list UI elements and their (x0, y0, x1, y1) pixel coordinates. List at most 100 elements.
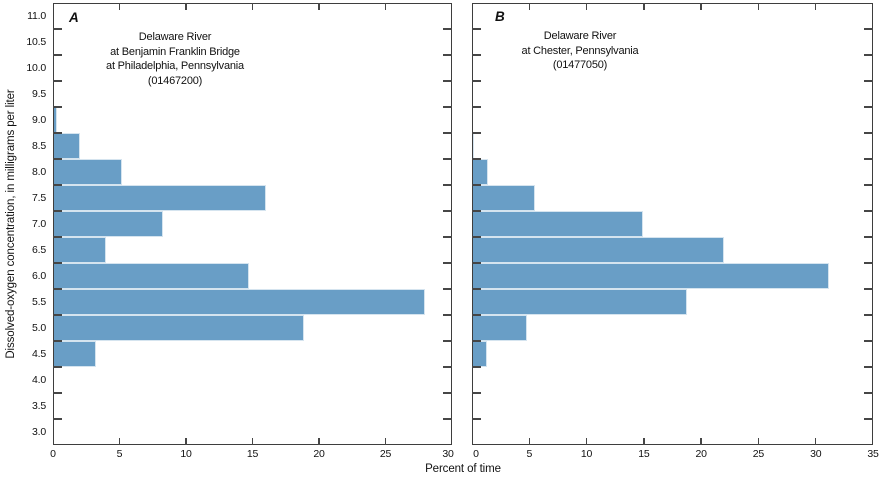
y-tick-7.75 (472, 184, 481, 186)
y-tick-10.25 (443, 54, 452, 56)
y-tick-10.75 (864, 28, 873, 30)
x-tick-10 (585, 3, 588, 10)
bar-a-5.0 (53, 315, 305, 341)
x-tick-label-20: 20 (695, 448, 707, 460)
y-tick-6.25 (53, 262, 62, 264)
y-tick-10.75 (443, 28, 452, 30)
y-tick-label-3.0: 3.0 (32, 426, 46, 438)
bar-b-7.5 (472, 185, 535, 211)
x-tick-label-0: 0 (50, 448, 56, 460)
y-tick-label-7.0: 7.0 (32, 218, 46, 230)
y-tick-5.75 (53, 288, 62, 290)
y-tick-5.25 (472, 314, 481, 316)
y-tick-9.25 (53, 106, 62, 108)
y-tick-9.75 (864, 80, 873, 82)
x-tick-25 (757, 3, 760, 10)
y-tick-6.25 (864, 262, 873, 264)
x-tick-label-30: 30 (442, 448, 454, 460)
y-tick-3.25 (472, 418, 481, 420)
y-tick-5.25 (53, 314, 62, 316)
bar-b-5.5 (472, 289, 688, 315)
x-tick-label-0: 0 (473, 448, 479, 460)
panel-a-letter: A (69, 10, 79, 25)
y-tick-10.25 (472, 54, 481, 56)
y-tick-4.75 (864, 340, 873, 342)
y-tick-7.25 (864, 210, 873, 212)
y-tick-5.25 (443, 314, 452, 316)
y-tick-label-10.0: 10.0 (26, 62, 46, 74)
bar-a-5.5 (53, 289, 426, 315)
x-tick-30 (814, 438, 817, 445)
y-tick-10.75 (472, 28, 481, 30)
y-tick-8.25 (443, 158, 452, 160)
x-tick-20 (700, 438, 702, 445)
y-tick-8.75 (443, 132, 452, 134)
y-tick-label-8.0: 8.0 (32, 166, 46, 178)
y-tick-label-6.5: 6.5 (32, 244, 46, 256)
y-tick-6.25 (472, 262, 481, 264)
y-tick-3.75 (53, 392, 62, 394)
y-tick-4.25 (53, 366, 62, 368)
y-tick-8.25 (864, 158, 873, 160)
y-tick-label-6.0: 6.0 (32, 270, 46, 282)
y-tick-3.25 (53, 418, 62, 420)
bar-b-7.0 (472, 211, 643, 237)
y-tick-label-4.0: 4.0 (32, 374, 46, 386)
panel-b-plot: B Delaware River at Chester, Pennsylvani… (472, 3, 879, 460)
bar-b-5.0 (472, 315, 527, 341)
y-tick-4.75 (472, 340, 481, 342)
y-axis-title: Dissolved-oxygen concentration, in milli… (5, 89, 17, 359)
y-tick-6.75 (472, 236, 481, 238)
bar-b-6.0 (472, 263, 830, 289)
y-tick-label-5.0: 5.0 (32, 322, 46, 334)
y-tick-3.75 (472, 392, 481, 394)
x-tick-5 (528, 3, 531, 10)
y-tick-6.25 (443, 262, 452, 264)
y-tick-7.75 (864, 184, 873, 186)
bar-a-6.5 (53, 237, 107, 263)
bar-b-6.5 (472, 237, 725, 263)
x-tick-label-5: 5 (116, 448, 123, 460)
panel-b-title: Delaware River at Chester, Pennsylvania … (521, 30, 639, 71)
bar-a-4.5 (53, 341, 96, 367)
y-tick-4.25 (443, 366, 452, 368)
x-tick-label-15: 15 (246, 448, 259, 460)
y-tick-3.75 (864, 392, 873, 394)
x-tick-15 (643, 438, 645, 445)
x-tick-30 (814, 3, 817, 10)
y-tick-5.75 (864, 288, 873, 290)
y-tick-label-3.5: 3.5 (32, 400, 46, 412)
x-tick-5 (528, 438, 531, 445)
bar-b-8.0 (472, 159, 489, 185)
y-tick-6.75 (53, 236, 62, 238)
y-tick-10.25 (864, 54, 873, 56)
bar-a-9.0 (53, 107, 57, 133)
x-tick-15 (643, 3, 645, 10)
y-tick-9.25 (443, 106, 452, 108)
x-tick-label-35: 35 (867, 448, 879, 460)
x-tick-20 (318, 438, 320, 445)
x-tick-15 (251, 3, 254, 10)
x-tick-10 (585, 438, 588, 445)
y-tick-4.25 (864, 366, 873, 368)
y-tick-8.75 (864, 132, 873, 134)
x-tick-20 (700, 3, 702, 10)
y-tick-8.25 (472, 158, 481, 160)
bar-a-6.0 (53, 263, 249, 289)
x-tick-25 (757, 438, 760, 445)
y-tick-label-9.5: 9.5 (32, 88, 46, 100)
y-tick-label-4.5: 4.5 (32, 348, 46, 360)
y-tick-8.75 (472, 132, 481, 134)
bar-a-8.0 (53, 159, 123, 185)
x-tick-5 (118, 3, 121, 10)
y-tick-7.25 (53, 210, 62, 212)
x-tick-label-15: 15 (638, 448, 650, 460)
x-tick-label-5: 5 (526, 448, 533, 460)
y-tick-3.25 (443, 418, 452, 420)
x-tick-label-30: 30 (810, 448, 822, 460)
y-tick-label-5.5: 5.5 (32, 296, 46, 308)
x-tick-10 (185, 438, 187, 445)
x-tick-25 (384, 3, 387, 10)
x-tick-25 (384, 438, 387, 445)
